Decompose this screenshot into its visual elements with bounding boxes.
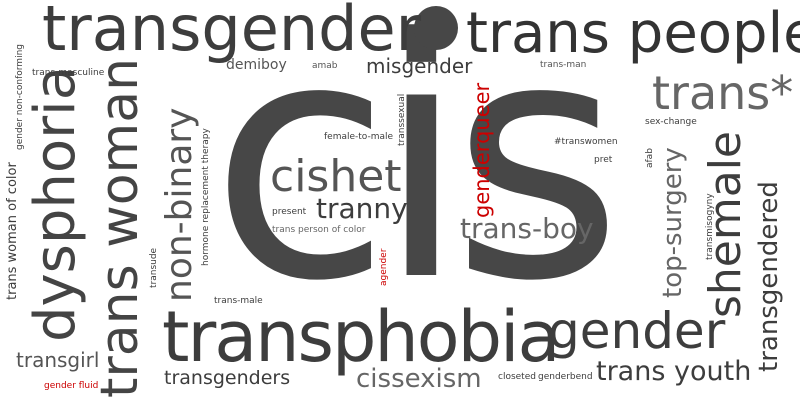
word-trans-masculine: trans-masculine [32,68,105,78]
word-afab: afab [645,148,655,168]
word-cissexism: cissexism [356,364,482,394]
word-hormone-replacement-therapy: hormone replacement therapy [201,128,211,266]
word-transgenders: transgenders [164,367,291,389]
word-present: present [272,207,307,217]
word-trans-youth: trans youth [596,356,752,387]
word-transmisogyny: transmisogyny [705,193,715,260]
word-transphobia: transphobia [162,296,560,378]
word-trans-star: trans* [652,66,794,120]
word-transgirl: transgirl [16,348,100,372]
word-non-binary: non-binary [159,107,200,302]
word-cishet: cishet [270,151,402,202]
word-trans-people: trans people [466,1,800,66]
word-closeted: closeted [498,372,536,382]
word-gender: gender [548,302,726,360]
word-demiboy: demiboy [226,57,287,73]
word-trans-woman: trans woman [90,57,150,398]
word-trans-man: trans-man [540,60,587,70]
word-genderbend: genderbend [538,372,593,382]
word-top-surgery: top-surgery [658,147,688,298]
word-pret: pret [594,155,613,165]
word-trans-male: trans-male [214,296,263,306]
word-tranny: tranny [316,192,408,225]
word-gender-non-conforming: gender non-conforming [15,44,25,150]
word-misgender: misgender [366,54,473,78]
word-transude: transude [149,247,159,288]
word-amab: amab [312,61,338,71]
word-trans-person-of-color: trans person of color [272,225,366,235]
word-transgendered: transgendered [754,181,784,372]
word-female-to-male: female-to-male [324,132,394,142]
word-dysphoria: dysphoria [23,65,88,342]
word-transwomen: #transwomen [554,137,618,147]
word-transsexual: transsexual [397,93,407,146]
word-sex-change: sex-change [645,117,697,127]
word-gender-fluid: gender fluid [44,381,99,391]
word-cis: cis [210,0,623,353]
word-trans-boy: trans-boy [460,212,594,245]
word-trans-woman-of-color: trans woman of color [5,162,20,300]
word-genderqueer: genderqueer [470,82,494,218]
dot-shape [414,6,458,50]
word-transgender: transgender [42,0,422,65]
word-agender: agender [379,248,389,286]
